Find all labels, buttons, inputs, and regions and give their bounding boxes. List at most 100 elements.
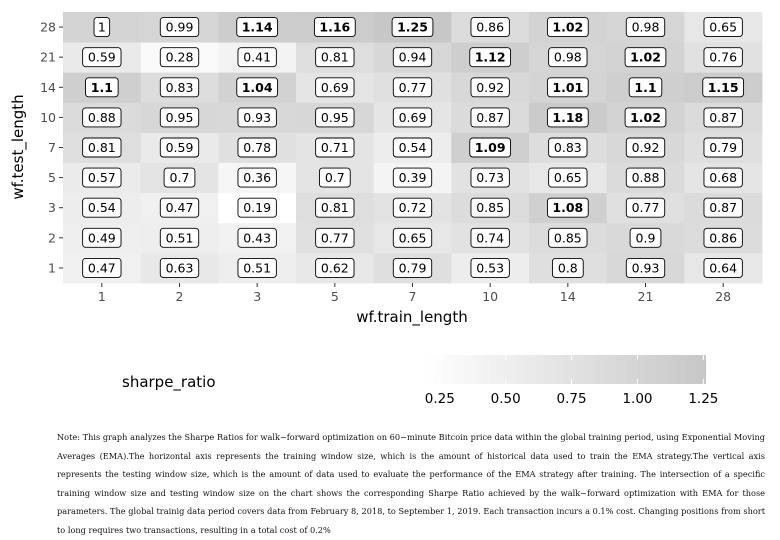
- value-label-box: [625, 167, 666, 188]
- value-label-box: [236, 17, 279, 38]
- value-label-box: [237, 107, 277, 128]
- legend-tick-label: 0.25: [425, 391, 455, 407]
- value-label: 0.94: [399, 50, 427, 65]
- value-label: 0.64: [709, 260, 737, 275]
- value-label-box: [625, 257, 666, 278]
- value-label: 0.93: [632, 260, 660, 275]
- value-label-box: [392, 77, 433, 98]
- value-label-box: [625, 17, 666, 38]
- value-label: 0.63: [166, 260, 194, 275]
- value-label-box: [624, 107, 667, 128]
- value-label-box: [159, 197, 200, 218]
- value-label-box: [82, 47, 122, 68]
- value-label-box: [703, 167, 743, 188]
- legend-title: sharpe_ratio: [122, 373, 216, 392]
- value-label: 0.28: [166, 50, 194, 65]
- value-label-box: [392, 197, 433, 218]
- value-label: 1.04: [242, 80, 273, 95]
- value-label-box: [470, 167, 510, 188]
- value-label-box: [391, 17, 434, 38]
- value-label-box: [703, 227, 743, 248]
- x-axis: 1 2 3 5 7 10 14 21 28: [98, 283, 731, 304]
- value-label: 0.7: [325, 170, 345, 185]
- y-tick-label: 21: [40, 50, 56, 65]
- value-label: 0.87: [476, 110, 504, 125]
- value-label-box: [392, 137, 433, 158]
- value-label: 0.95: [321, 110, 349, 125]
- value-label: 0.57: [88, 170, 116, 185]
- value-label-box: [392, 167, 433, 188]
- value-label-box: [551, 257, 584, 278]
- value-label: 1.25: [397, 20, 428, 35]
- value-label: 0.83: [166, 80, 194, 95]
- x-tick-label: 1: [98, 289, 106, 304]
- value-label: 0.65: [399, 230, 427, 245]
- value-label-box: [469, 137, 512, 158]
- value-label: 0.77: [399, 80, 427, 95]
- value-label-box: [82, 167, 122, 188]
- value-label-box: [82, 197, 122, 218]
- value-label-box: [315, 107, 355, 128]
- value-label-box: [236, 77, 279, 98]
- value-label: 0.36: [243, 170, 271, 185]
- legend-tick-label: 1.25: [688, 391, 718, 407]
- value-label: 0.98: [632, 20, 660, 35]
- value-label: 1.14: [242, 20, 273, 35]
- value-label: 0.87: [709, 200, 737, 215]
- value-label-box: [82, 107, 122, 128]
- x-tick-label: 7: [409, 289, 417, 304]
- value-label: 1: [98, 20, 106, 35]
- value-label-box: [628, 77, 663, 98]
- legend: sharpe_ratio 0.25 0.50 0.75 1.00 1.25: [122, 355, 718, 407]
- value-label: 1.1: [634, 80, 656, 95]
- value-label-box: [85, 77, 119, 98]
- x-axis-title: wf.train_length: [356, 308, 467, 327]
- value-label-box: [159, 107, 200, 128]
- y-tick-label: 7: [48, 140, 56, 155]
- value-label-box: [548, 167, 588, 188]
- value-label: 0.43: [243, 230, 271, 245]
- value-label-box: [702, 77, 745, 98]
- value-label: 0.49: [88, 230, 116, 245]
- value-label: 0.53: [476, 260, 504, 275]
- value-label-box: [703, 47, 743, 68]
- value-labels: 0.47 0.63 0.51 0.62 0.79 0.53 0.8 0.93 0.64 0.49 0…: [82, 17, 745, 278]
- value-label-box: [315, 197, 355, 218]
- value-label-box: [315, 137, 355, 158]
- value-label: 0.88: [632, 170, 660, 185]
- value-label: 0.85: [476, 200, 504, 215]
- value-label: 0.86: [709, 230, 737, 245]
- value-label: 1.02: [630, 50, 661, 65]
- value-label: 0.68: [709, 170, 737, 185]
- value-label-box: [470, 227, 510, 248]
- value-label: 0.39: [399, 170, 427, 185]
- value-label-box: [159, 17, 200, 38]
- value-label-box: [703, 197, 743, 218]
- value-label-box: [392, 257, 433, 278]
- value-label-box: [159, 227, 200, 248]
- value-label: 0.83: [554, 140, 582, 155]
- value-label-box: [315, 47, 355, 68]
- value-label-box: [392, 47, 433, 68]
- value-label: 0.71: [321, 140, 349, 155]
- value-label: 1.02: [552, 20, 583, 35]
- value-label-box: [703, 17, 743, 38]
- value-label: 0.99: [166, 20, 194, 35]
- chart-note: Note: This graph analyzes the Sharpe Rat…: [57, 432, 765, 535]
- value-label: 0.81: [321, 50, 349, 65]
- y-tick-label: 14: [40, 80, 56, 95]
- value-label: 0.19: [243, 200, 271, 215]
- y-axis-title: wf.test_length: [9, 94, 28, 199]
- value-label-box: [237, 137, 277, 158]
- value-label: 0.88: [88, 110, 116, 125]
- value-label-box: [470, 107, 510, 128]
- value-label: 0.77: [321, 230, 349, 245]
- value-label-box: [470, 257, 510, 278]
- value-label: 0.69: [321, 80, 349, 95]
- value-label: 0.93: [243, 110, 271, 125]
- value-label: 0.92: [476, 80, 504, 95]
- value-label: 0.76: [709, 50, 737, 65]
- value-label: 0.86: [476, 20, 504, 35]
- value-label-box: [546, 17, 589, 38]
